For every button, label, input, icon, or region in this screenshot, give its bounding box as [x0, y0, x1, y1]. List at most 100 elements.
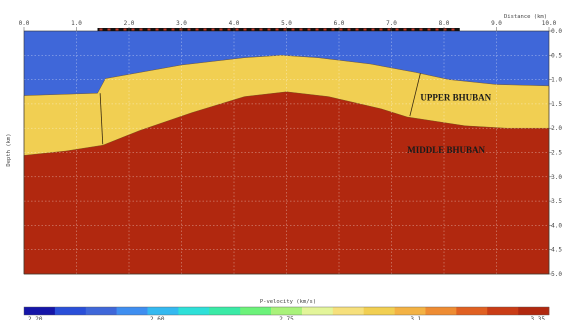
marker-dash [115, 28, 119, 31]
marker-dash [331, 28, 335, 31]
marker-dash [347, 28, 351, 31]
marker-dash [443, 28, 447, 31]
marker-dash [355, 28, 359, 31]
marker-dash [363, 28, 367, 31]
x-tick-label: 1.0 [71, 20, 82, 27]
marker-dash [227, 28, 231, 31]
colorbar-swatch [54, 307, 87, 315]
marker-dash [427, 28, 431, 31]
fault-line [409, 73, 421, 117]
y-axis-title: Depth (km) [6, 133, 12, 166]
marker-dash [267, 28, 271, 31]
marker-dash [179, 28, 183, 31]
marker-dash [339, 28, 343, 31]
colorbar [23, 306, 550, 316]
y-tick-label: 1.5 [551, 101, 562, 108]
marker-dash [107, 28, 111, 31]
colorbar-swatch [425, 307, 457, 315]
marker-dash [395, 28, 399, 31]
colorbar-swatch [394, 307, 426, 315]
x-tick-label: 3.0 [176, 20, 187, 27]
marker-dash [275, 28, 279, 31]
marker-dash [131, 28, 135, 31]
x-tick-label: 10.0 [542, 20, 557, 27]
marker-dash [419, 28, 423, 31]
colorbar-swatch [332, 307, 365, 315]
fault-lines [99, 73, 421, 145]
colorbar-frame [23, 306, 550, 316]
colorbar-swatch [240, 307, 272, 315]
colorbar-swatch [147, 307, 179, 315]
y-tick-label: 4.5 [551, 247, 562, 254]
colorbar-tick-label: 2.75 [279, 316, 294, 320]
marker-dash [403, 28, 407, 31]
colorbar-tick-label: 2.20 [28, 316, 43, 320]
marker-dash [203, 28, 207, 31]
top-marker-strip [97, 28, 460, 31]
marker-dash [211, 28, 215, 31]
layer-label: UPPER BHUBAN [420, 93, 491, 103]
x-tick-label: 8.0 [439, 20, 450, 27]
marker-dash [195, 28, 199, 31]
y-tick-label: 5.0 [551, 271, 562, 278]
colorbar-swatch [24, 307, 56, 315]
marker-dash [307, 28, 311, 31]
marker-dash [371, 28, 375, 31]
x-axis-title: Distance (km) [504, 14, 547, 20]
marker-dash [435, 28, 439, 31]
colorbar-swatch [116, 307, 148, 315]
marker-dash [379, 28, 383, 31]
y-tick-label: 3.5 [551, 198, 562, 205]
marker-dash [163, 28, 167, 31]
colorbar-tick-label: 3.35 [531, 316, 546, 320]
colorbar-swatch [209, 307, 241, 315]
colorbar-swatch [271, 307, 303, 315]
colorbar-tick-label: 3.1 [410, 316, 421, 320]
marker-dash [251, 28, 255, 31]
marker-dash [315, 28, 319, 31]
marker-dash [123, 28, 127, 31]
marker-dash [283, 28, 287, 31]
marker-dash [171, 28, 175, 31]
y-tick-label: 0.5 [551, 52, 562, 59]
colorbar-swatch [301, 307, 334, 315]
layer-annotations: UPPER BHUBAN MIDDLE BHUBAN [407, 93, 491, 155]
marker-dash [147, 28, 151, 31]
x-tick-label: 2.0 [124, 20, 135, 27]
colorbar-swatch [178, 307, 210, 315]
x-tick-label: 5.0 [281, 20, 292, 27]
marker-dash [243, 28, 247, 31]
marker-dash [235, 28, 239, 31]
marker-dash [155, 28, 159, 31]
colorbar-swatch [363, 307, 395, 315]
marker-dash [299, 28, 303, 31]
gridlines [24, 31, 549, 274]
x-tick-label: 9.0 [491, 20, 502, 27]
fault-line [99, 93, 104, 145]
colorbar-tick-label: 2.60 [150, 316, 165, 320]
y-tick-label: 1.0 [551, 77, 562, 84]
y-tick-label: 2.0 [551, 125, 562, 132]
y-tick-label: 4.0 [551, 222, 562, 229]
marker-dash [323, 28, 327, 31]
y-tick-label: 3.0 [551, 174, 562, 181]
x-tick-label: 6.0 [334, 20, 345, 27]
x-tick-label: 4.0 [229, 20, 240, 27]
colorbar-tick-labels: 2.20 2.60 2.75 3.1 3.35 [28, 316, 545, 320]
marker-dash [219, 28, 223, 31]
colorbar-title: P-velocity (km/s) [260, 299, 316, 305]
y-tick-label: 2.5 [551, 150, 562, 157]
marker-dash [139, 28, 143, 31]
marker-dash [187, 28, 191, 31]
x-axis-ticks: 0.0 1.0 2.0 3.0 4.0 5.0 6.0 7.0 8.0 9.0 10.0 [19, 20, 557, 31]
marker-dash [451, 28, 455, 31]
colorbar-swatch [487, 307, 519, 315]
marker-dash [291, 28, 295, 31]
x-tick-label: 7.0 [386, 20, 397, 27]
marker-dash [99, 28, 103, 31]
colorbar-swatch [85, 307, 117, 315]
marker-strip [97, 28, 460, 31]
colorbar-swatch [518, 307, 550, 315]
x-tick-label: 0.0 [19, 20, 30, 27]
